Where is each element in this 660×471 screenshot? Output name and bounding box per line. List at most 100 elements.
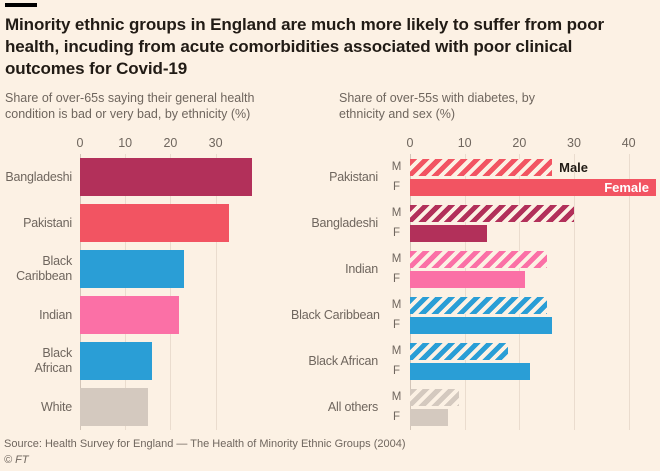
bar-track: Female <box>410 178 656 196</box>
bar-pair <box>410 342 656 380</box>
chart-row-black-caribbean: Black Caribbean <box>4 246 306 292</box>
bar-black-caribbean-female <box>410 316 553 334</box>
sex-key-f: F <box>392 227 401 239</box>
axis-baseline <box>80 154 81 430</box>
legend-female-label: Female <box>604 179 649 195</box>
bar-track <box>80 388 306 426</box>
bar-track <box>410 408 656 426</box>
gridline <box>519 154 521 430</box>
category-label-black-african: Black African <box>34 346 72 375</box>
legend-male-label: Male <box>559 159 589 175</box>
bar-black-caribbean <box>80 250 184 288</box>
category-label-indian: Indian <box>345 261 378 276</box>
x-tick-label: 20 <box>512 136 527 150</box>
bar-pakistani-female: Female <box>410 178 656 196</box>
chart-subtitle-left: Share of over-65s saying their general h… <box>5 91 255 121</box>
x-tick-label: 10 <box>118 136 133 150</box>
bar-pair <box>410 296 656 334</box>
gridline <box>215 154 217 430</box>
x-tick-label: 30 <box>208 136 223 150</box>
chart-group-indian: Indian M F <box>306 246 656 292</box>
chart-row-bangladeshi: Bangladeshi <box>4 154 306 200</box>
charts-row: Share of over-65s saying their general h… <box>4 90 656 430</box>
bar-track <box>80 250 306 288</box>
x-tick-label: 30 <box>567 136 581 150</box>
bar-bangladeshi <box>80 158 252 196</box>
bar-white <box>80 388 148 426</box>
bar-black-caribbean-male <box>410 296 547 314</box>
bar-pakistani-male <box>410 158 553 176</box>
gridline <box>464 154 466 430</box>
chart-group-black-african: Black African M F <box>306 338 656 384</box>
bar-track <box>80 296 306 334</box>
x-tick-label: 40 <box>621 136 636 150</box>
chart-group-black-caribbean: Black Caribbean M F <box>291 292 656 338</box>
sex-key-m: M <box>391 345 402 357</box>
gridline <box>574 154 575 430</box>
sex-key-f: F <box>392 365 401 377</box>
bar-pair <box>410 250 656 288</box>
source-line: Source: Health Survey for England — The … <box>4 438 406 450</box>
bar-indian-male <box>410 250 547 268</box>
x-tick-label: 20 <box>163 136 178 150</box>
bar-black-african <box>80 342 153 380</box>
bar-track <box>410 388 656 406</box>
bar-track <box>410 362 656 380</box>
sex-key-m: M <box>391 299 402 311</box>
axis-baseline <box>410 154 411 430</box>
sex-key-f: F <box>392 319 401 331</box>
chart-row-white: White <box>4 384 306 430</box>
chart-row-pakistani: Pakistani <box>4 200 306 246</box>
gridline <box>125 154 127 430</box>
chart-row-indian: Indian <box>4 292 306 338</box>
bar-track <box>80 342 306 380</box>
category-label-indian: Indian <box>39 307 72 322</box>
plot-area: Bangladeshi Pakistani Black Caribbean India… <box>4 154 306 430</box>
bar-pair: Male Female <box>410 158 656 196</box>
top-rule <box>5 3 37 7</box>
bar-indian <box>80 296 180 334</box>
x-axis: 0 10 20 30 <box>4 136 306 154</box>
bar-pair <box>410 388 656 426</box>
plot-area: Pakistani M F Male Female Bangladeshi M F Indian… <box>291 154 656 430</box>
category-label-black-caribbean: Black Caribbean <box>291 307 380 322</box>
bar-track <box>410 204 656 222</box>
bar-all-others-female <box>410 408 449 426</box>
gridline <box>170 154 172 430</box>
bar-black-african-male <box>410 342 509 360</box>
bar-track <box>410 342 656 360</box>
chart-diabetes-plot: 0 10 20 30 40 Pakistani M F Male Female Bangladesh… <box>291 136 656 430</box>
bar-pair <box>410 204 656 242</box>
sex-key-f: F <box>392 411 401 423</box>
bar-track <box>80 158 306 196</box>
chart-subtitle-right: Share of over-55s with diabetes, by ethn… <box>339 91 535 121</box>
bar-track <box>410 224 656 242</box>
chart-group-all-others: All others M F <box>306 384 656 430</box>
ft-copyright: © FT <box>4 454 29 466</box>
category-label-white: White <box>41 399 72 414</box>
bar-track: Male <box>410 158 656 176</box>
bar-track <box>410 250 656 268</box>
x-tick-label: 0 <box>406 136 414 150</box>
bar-indian-female <box>410 270 525 288</box>
bar-track <box>80 204 306 242</box>
chart-general-health: Share of over-65s saying their general h… <box>4 90 306 430</box>
x-tick-label: 0 <box>76 136 84 150</box>
chart-group-bangladeshi: Bangladeshi M F <box>306 200 656 246</box>
bar-bangladeshi-female <box>410 224 487 242</box>
chart-general-health-plot: 0 10 20 30 Bangladeshi Pakistani Black Caribbe… <box>4 136 306 430</box>
sex-key-m: M <box>391 253 402 265</box>
bar-track <box>410 270 656 288</box>
chart-row-black-african: Black African <box>4 338 306 384</box>
sex-key-m: M <box>391 207 402 219</box>
x-tick-label: 10 <box>457 136 472 150</box>
category-label-bangladeshi: Bangladeshi <box>311 215 378 230</box>
bar-black-african-female <box>410 362 531 380</box>
page-title: Minority ethnic groups in England are mu… <box>5 15 605 78</box>
chart-diabetes: Share of over-55s with diabetes, by ethn… <box>291 90 656 430</box>
